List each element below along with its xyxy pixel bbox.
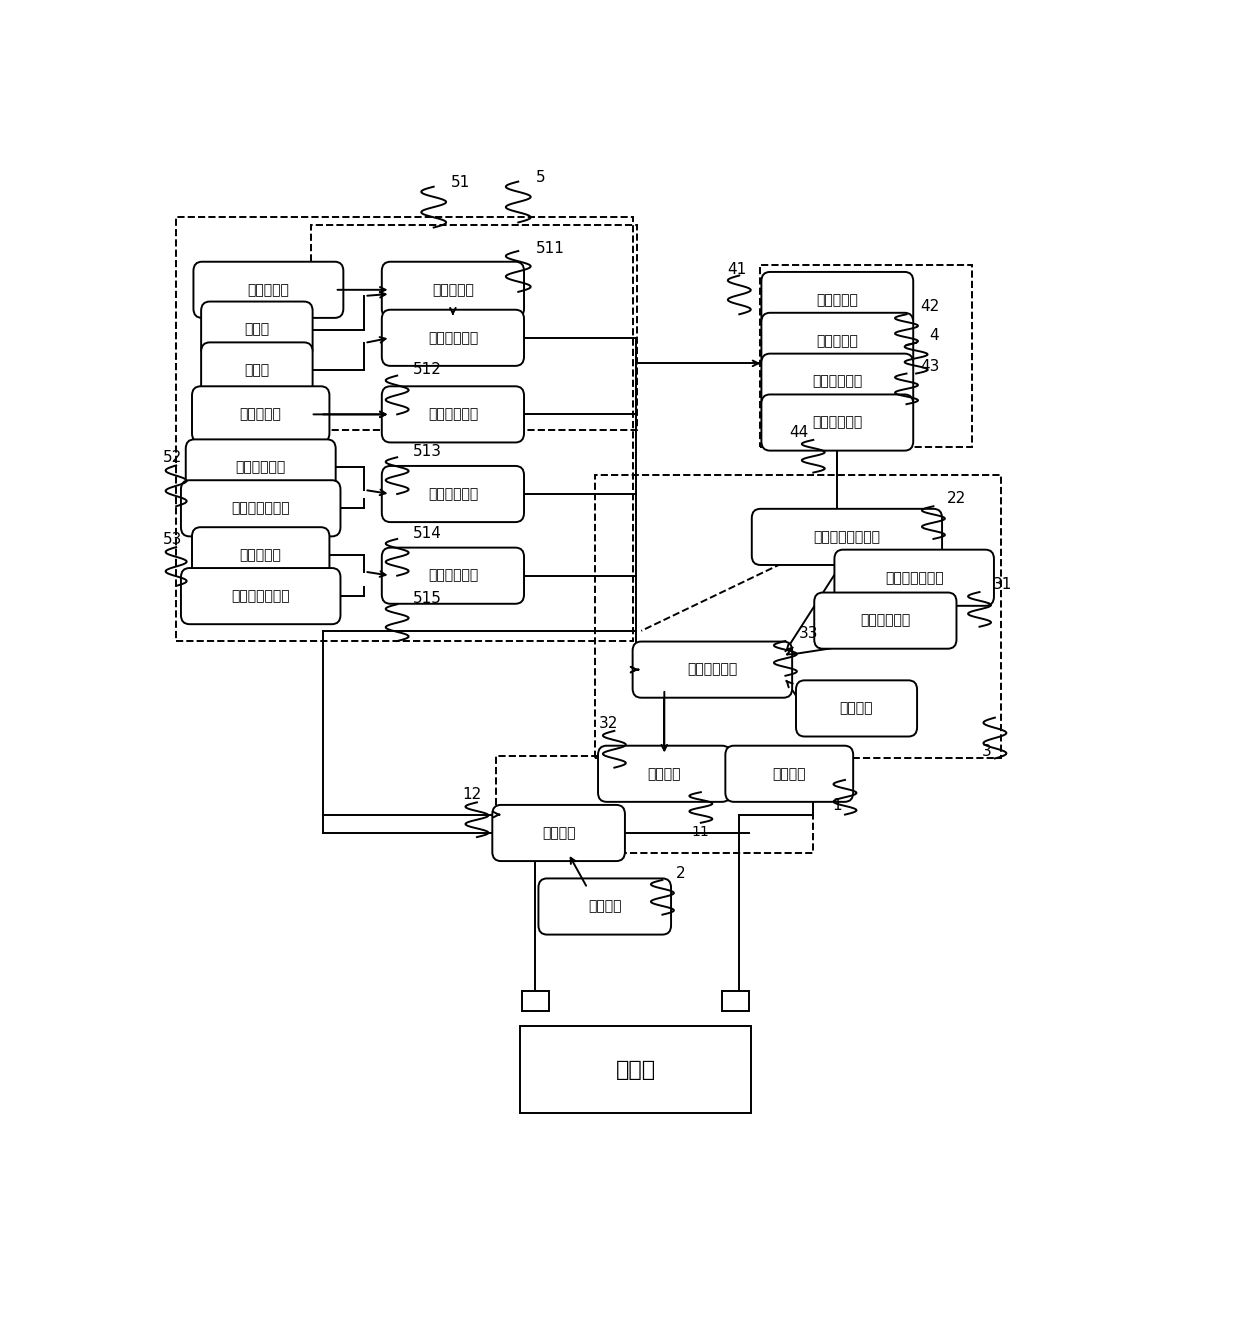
Text: 固定存储区: 固定存储区 — [816, 334, 858, 347]
Text: 44: 44 — [789, 424, 808, 440]
Text: 放电负载: 放电负载 — [773, 766, 806, 781]
FancyBboxPatch shape — [181, 568, 341, 625]
Text: 53: 53 — [162, 532, 182, 548]
Text: 515: 515 — [413, 591, 441, 606]
Text: 1: 1 — [832, 797, 842, 813]
Text: 51: 51 — [451, 175, 470, 190]
Text: 33: 33 — [799, 626, 818, 640]
Text: 切换模块: 切换模块 — [839, 701, 873, 716]
Text: 第一减法器: 第一减法器 — [432, 282, 474, 297]
Text: 控制单元: 控制单元 — [588, 899, 621, 914]
Text: 4: 4 — [930, 328, 939, 343]
Text: 标准差计算模块: 标准差计算模块 — [232, 501, 290, 516]
Text: 标准差预设值: 标准差预设值 — [236, 460, 286, 475]
Text: 第一比较模块: 第一比较模块 — [428, 330, 479, 345]
Bar — [311, 225, 637, 430]
Text: 第二比较模块: 第二比较模块 — [428, 407, 479, 422]
FancyBboxPatch shape — [192, 386, 330, 443]
Text: 512: 512 — [413, 362, 441, 377]
FancyBboxPatch shape — [761, 394, 913, 451]
Text: 511: 511 — [536, 241, 564, 256]
Bar — [522, 992, 549, 1010]
FancyBboxPatch shape — [761, 313, 913, 369]
Text: 蓄电池: 蓄电池 — [615, 1059, 656, 1079]
Text: 存储控制模块: 存储控制模块 — [812, 375, 863, 389]
FancyBboxPatch shape — [382, 465, 525, 522]
FancyBboxPatch shape — [382, 261, 525, 318]
Bar — [595, 475, 1001, 758]
Text: 采样终端: 采样终端 — [647, 766, 681, 781]
FancyBboxPatch shape — [632, 642, 792, 697]
Text: 电控开关: 电控开关 — [542, 826, 575, 839]
Text: 第三比较模块: 第三比较模块 — [428, 487, 479, 501]
Text: 12: 12 — [463, 788, 482, 802]
Text: 预设值: 预设值 — [244, 363, 269, 378]
Text: 32: 32 — [599, 716, 619, 731]
Text: 第四比较模块: 第四比较模块 — [428, 569, 479, 582]
FancyBboxPatch shape — [192, 528, 330, 583]
Text: 数据上传模块: 数据上传模块 — [812, 415, 863, 430]
Text: 随机采样模块: 随机采样模块 — [861, 614, 910, 627]
FancyBboxPatch shape — [382, 548, 525, 603]
Text: 31: 31 — [993, 577, 1012, 591]
FancyBboxPatch shape — [725, 745, 853, 802]
Bar — [760, 265, 972, 447]
FancyBboxPatch shape — [382, 310, 525, 366]
FancyBboxPatch shape — [761, 354, 913, 410]
FancyBboxPatch shape — [181, 480, 341, 537]
Text: 采样预设值: 采样预设值 — [239, 548, 281, 562]
Text: 3: 3 — [982, 744, 991, 758]
FancyBboxPatch shape — [201, 301, 312, 358]
FancyBboxPatch shape — [193, 261, 343, 318]
Bar — [496, 756, 813, 854]
FancyBboxPatch shape — [492, 805, 625, 861]
Text: 采样控制模块: 采样控制模块 — [687, 663, 738, 676]
Text: 41: 41 — [727, 261, 746, 277]
Text: 2: 2 — [676, 866, 686, 880]
Text: 514: 514 — [413, 526, 441, 541]
Bar — [722, 992, 749, 1010]
Text: 5: 5 — [536, 170, 546, 184]
Text: 随机采样值: 随机采样值 — [248, 282, 289, 297]
Text: 随机数生成模块: 随机数生成模块 — [885, 570, 944, 585]
FancyBboxPatch shape — [382, 386, 525, 443]
FancyBboxPatch shape — [201, 342, 312, 399]
Bar — [176, 217, 632, 640]
FancyBboxPatch shape — [751, 509, 942, 565]
FancyBboxPatch shape — [598, 745, 730, 802]
Text: 采样预设值: 采样预设值 — [239, 407, 281, 422]
Text: 22: 22 — [947, 491, 966, 507]
Text: 43: 43 — [920, 358, 940, 374]
Bar — [521, 1026, 751, 1114]
FancyBboxPatch shape — [538, 878, 671, 935]
FancyBboxPatch shape — [186, 439, 336, 496]
Text: 42: 42 — [920, 300, 939, 314]
Text: 513: 513 — [413, 444, 441, 459]
FancyBboxPatch shape — [815, 593, 956, 648]
Text: 采样频率生成模块: 采样频率生成模块 — [813, 530, 880, 544]
FancyBboxPatch shape — [796, 680, 918, 736]
FancyBboxPatch shape — [761, 272, 913, 328]
Text: 采样值: 采样值 — [244, 322, 269, 337]
Text: 11: 11 — [691, 825, 709, 839]
Text: 平均值计算模块: 平均值计算模块 — [232, 589, 290, 603]
Text: 52: 52 — [162, 451, 182, 465]
FancyBboxPatch shape — [835, 550, 994, 606]
Text: 临时存储区: 临时存储区 — [816, 293, 858, 308]
